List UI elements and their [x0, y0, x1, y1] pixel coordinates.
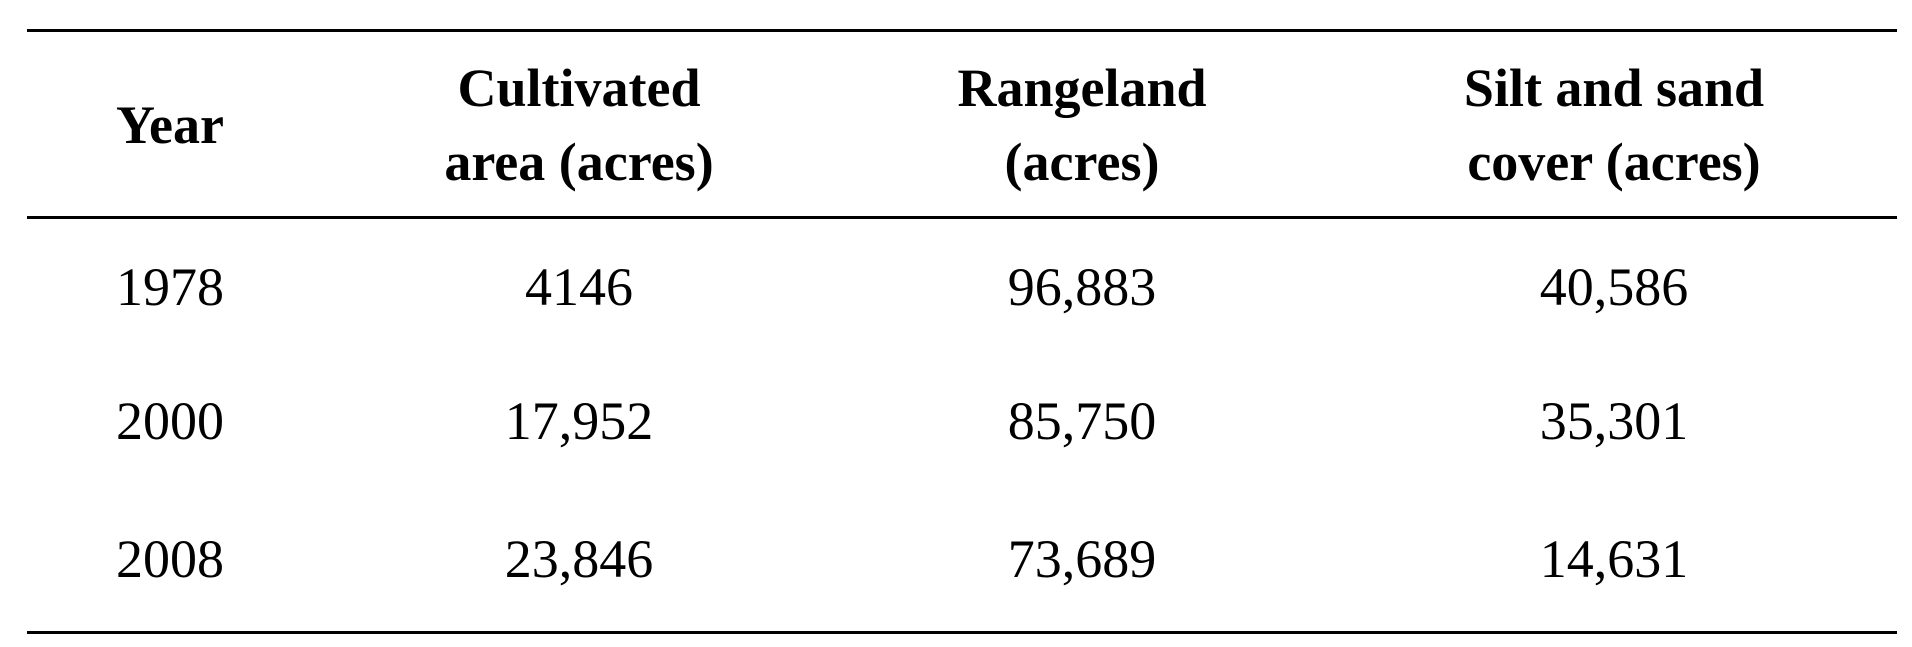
table-cell: 40,586	[1539, 257, 1689, 317]
header-cell: Silt and sand cover (acres)	[1464, 51, 1764, 199]
table-cell: 96,883	[1007, 257, 1157, 317]
table-cell: 23,846	[504, 529, 654, 589]
table-cell: 17,952	[504, 391, 654, 451]
header-cell: Cultivated area (acres)	[444, 51, 713, 199]
table-cell: 73,689	[1007, 529, 1157, 589]
table-cell: 1978	[116, 257, 224, 317]
table-cell: 2000	[116, 391, 224, 451]
table-cell: 14,631	[1539, 529, 1689, 589]
header-line: Silt and sand	[1463, 58, 1765, 118]
table-cell: 35,301	[1539, 391, 1689, 451]
header-rule	[27, 216, 1897, 219]
header-line: Cultivated	[457, 58, 701, 118]
header-line: Year	[116, 95, 224, 155]
header-line: area (acres)	[444, 132, 714, 192]
table-cell: 85,750	[1007, 391, 1157, 451]
table-cell: 4146	[525, 257, 633, 317]
header-cell: Rangeland (acres)	[957, 51, 1206, 199]
bottom-rule	[27, 631, 1897, 634]
header-line: Rangeland	[957, 58, 1207, 118]
header-cell: Year	[116, 88, 224, 162]
header-line: cover (acres)	[1467, 132, 1761, 192]
header-line: (acres)	[1004, 132, 1160, 192]
top-rule	[27, 29, 1897, 32]
table-cell: 2008	[116, 529, 224, 589]
